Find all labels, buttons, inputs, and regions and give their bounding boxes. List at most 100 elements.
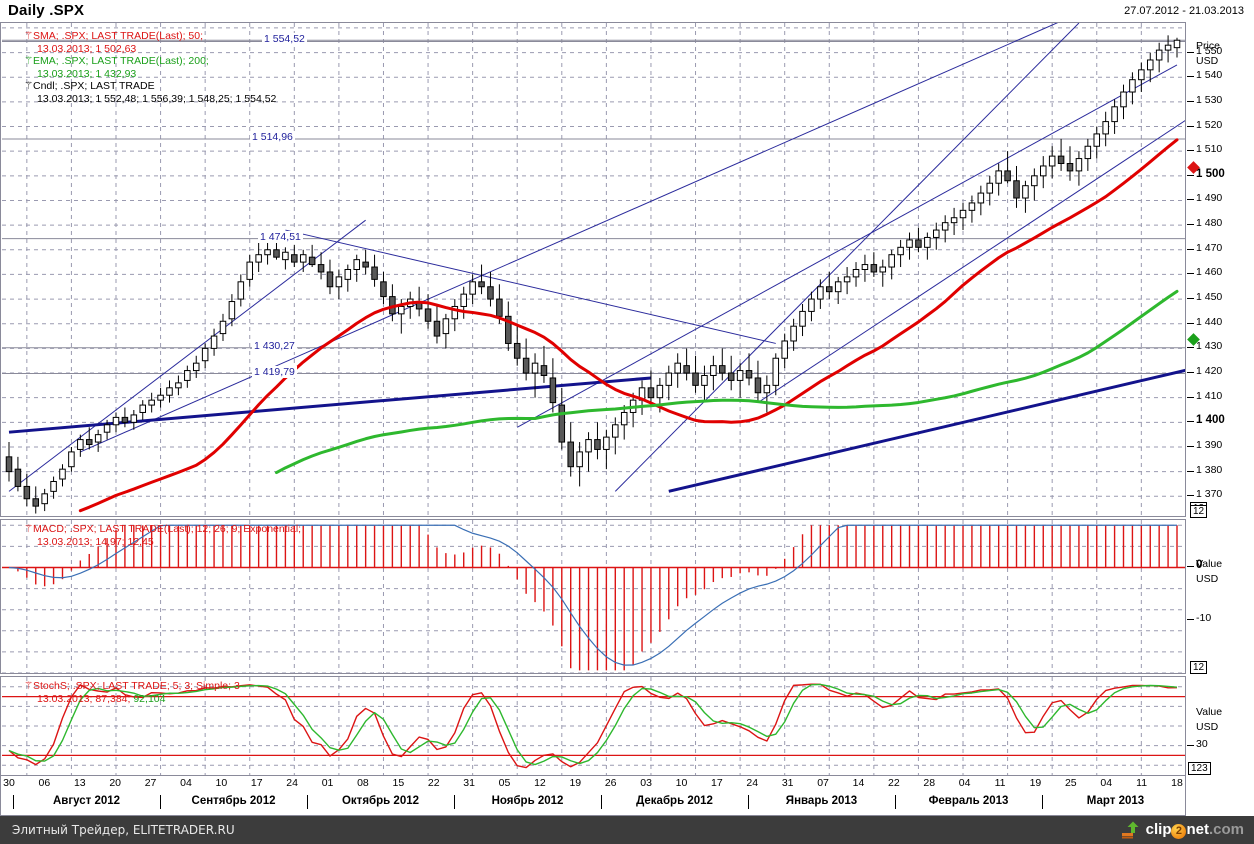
price-tick-mark <box>1187 76 1194 78</box>
price-level-label: 1 430,27 <box>252 339 297 352</box>
date-axis-day-tick: 22 <box>427 777 440 789</box>
date-axis-day-tick: 01 <box>321 777 334 789</box>
price-tick-mark <box>1187 273 1194 275</box>
date-axis-day-tick: 25 <box>1064 777 1077 789</box>
date-axis-day-tick: 24 <box>746 777 759 789</box>
date-axis-day-tick: 05 <box>498 777 511 789</box>
footer-bar: Элитный Трейдер, ELITETRADER.RU clip 2 net… <box>0 816 1254 844</box>
price-tick-mark <box>1187 248 1194 250</box>
date-axis-day-tick: 15 <box>392 777 405 789</box>
price-tick-mark <box>1187 199 1194 201</box>
price-axis-tick: 1 420 <box>1196 365 1223 378</box>
macd-axis-tick: -10 <box>1196 612 1212 625</box>
date-axis-month-label: Сентябрь 2012 <box>191 795 276 807</box>
date-axis-month-separator <box>895 795 896 809</box>
date-axis-day-tick: 04 <box>1100 777 1113 789</box>
price-tick-mark <box>1187 125 1194 127</box>
date-axis-month-label: Ноябрь 2012 <box>491 795 564 807</box>
price-level-label: 1 554,52 <box>262 33 307 46</box>
footer-attribution: Элитный Трейдер, ELITETRADER.RU <box>12 823 235 837</box>
stochastic-chart-panel[interactable] <box>0 676 1186 776</box>
price-tick-mark <box>1187 470 1194 472</box>
price-axis-tick: 1 390 <box>1196 438 1223 451</box>
macd-axis-tick: 0 <box>1196 559 1203 572</box>
price-tick-mark <box>1187 372 1194 374</box>
price-axis-tick: 1 500 <box>1196 167 1225 180</box>
date-axis-month-label: Октябрь 2012 <box>341 795 420 807</box>
date-axis-day-tick: 17 <box>711 777 723 789</box>
stochastic-svg <box>2 677 1185 775</box>
price-axis-tick: 1 470 <box>1196 241 1223 254</box>
stoch-axis-tick: 30 <box>1196 737 1208 750</box>
price-tick-mark <box>1187 150 1194 152</box>
date-axis-day-tick: 30 <box>3 777 15 789</box>
macd-chart-panel[interactable] <box>0 519 1186 674</box>
price-axis-tick: 1 510 <box>1196 143 1223 156</box>
price-level-label: 1 514,96 <box>250 130 295 143</box>
date-axis-day-tick: 13 <box>73 777 86 789</box>
date-axis-day-tick: 04 <box>958 777 971 789</box>
date-axis-day-tick: 08 <box>357 777 369 789</box>
price-tick-mark <box>1187 51 1194 53</box>
date-axis-day-tick: 26 <box>604 777 617 789</box>
watermark-badge: 2 <box>1171 824 1187 839</box>
price-axis-caption-2: USD <box>1196 55 1219 67</box>
price-tick-mark <box>1187 322 1194 324</box>
stoch-axis-corner-box[interactable]: 123 <box>1188 762 1211 775</box>
price-chart-panel[interactable] <box>0 22 1186 517</box>
date-axis-day-tick: 20 <box>109 777 122 789</box>
watermark: clip 2 net.com <box>1121 821 1244 839</box>
date-axis-month-separator <box>1042 795 1043 809</box>
price-tick-mark <box>1187 347 1194 349</box>
date-axis-day-tick: 24 <box>286 777 298 789</box>
price-tick-mark <box>1187 445 1194 447</box>
price-axis-tick: 1 440 <box>1196 315 1223 328</box>
price-axis-tick: 1 430 <box>1196 340 1223 353</box>
date-axis-month-label: Февраль 2013 <box>928 795 1009 807</box>
macd-axis-bottom-box[interactable]: 12 <box>1190 661 1208 674</box>
date-axis-month-separator <box>601 795 602 809</box>
date-axis-day-tick: 17 <box>250 777 263 789</box>
date-axis-day-tick: 27 <box>144 777 157 789</box>
macd-plot-area[interactable] <box>1 520 1185 673</box>
price-plot-area[interactable] <box>1 23 1185 516</box>
stoch-axis-caption-2: USD <box>1196 721 1219 733</box>
price-axis-tick: 1 480 <box>1196 217 1223 230</box>
price-tick-mark <box>1187 421 1194 423</box>
macd-axis-caption-2: USD <box>1196 573 1219 585</box>
price-axis-tick: 1 460 <box>1196 266 1223 279</box>
macd-axis-caption-1: Value <box>1196 558 1223 570</box>
stochastic-plot-area[interactable] <box>1 677 1185 775</box>
date-axis-month-separator <box>307 795 308 809</box>
watermark-net: net <box>1186 821 1209 838</box>
date-axis-day-tick: 11 <box>994 777 1006 789</box>
price-level-label: 1 474,51 <box>258 230 303 243</box>
macd-svg <box>2 520 1185 673</box>
price-axis-tick: 1 410 <box>1196 389 1223 402</box>
date-axis-month-separator <box>13 795 14 809</box>
date-axis-month-label: Март 2013 <box>1086 795 1145 807</box>
date-axis[interactable]: 30 06 13 20 27 04 10 17 24 01 08 15 22 31 05 12 19 26 03 10… <box>0 776 1186 816</box>
date-axis-day-tick: 31 <box>463 777 475 789</box>
date-axis-day-tick: 10 <box>215 777 228 789</box>
price-axis-tick: 1 400 <box>1196 414 1225 427</box>
stoch-axis-caption-1: Value <box>1196 706 1223 718</box>
date-axis-day-tick: 11 <box>1136 777 1148 789</box>
price-axis-caption-1: Price <box>1196 40 1220 52</box>
price-tick-mark <box>1187 396 1194 398</box>
date-axis-day-tick: 18 <box>1171 777 1183 789</box>
price-axis-tick: 1 550 <box>1196 44 1223 57</box>
date-axis-month-label: Август 2012 <box>52 795 121 807</box>
price-tick-mark <box>1187 174 1194 176</box>
date-axis-day-tick: 31 <box>781 777 794 789</box>
date-axis-day-tick: 28 <box>923 777 936 789</box>
macd-axis-top-box[interactable]: 12 <box>1190 505 1208 518</box>
price-axis-tick: 1 520 <box>1196 118 1223 131</box>
upload-arrow-icon <box>1121 821 1139 839</box>
date-axis-day-tick: 03 <box>640 777 652 789</box>
watermark-clip: clip <box>1145 821 1172 838</box>
macd-tick-mark <box>1187 566 1194 568</box>
macd-tick-mark <box>1187 619 1194 621</box>
watermark-text: clip 2 net.com <box>1146 821 1244 839</box>
